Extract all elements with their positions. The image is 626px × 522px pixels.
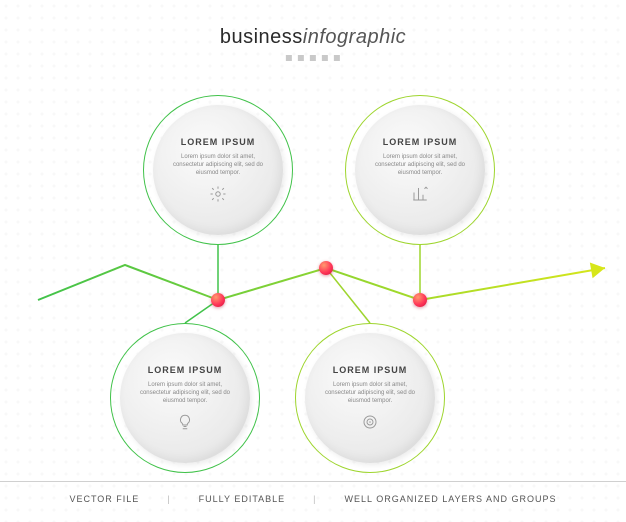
- connector-line: [326, 268, 370, 323]
- footer-separator: |: [167, 494, 170, 504]
- info-circle-inner: LOREM IPSUM Lorem ipsum dolor sit amet, c…: [305, 333, 435, 463]
- node-body: Lorem ipsum dolor sit amet, consectetur …: [367, 153, 473, 177]
- footer-item: VECTOR FILE: [69, 494, 139, 504]
- info-circle-inner: LOREM IPSUM Lorem ipsum dolor sit amet, c…: [355, 105, 485, 235]
- bulb-icon: [176, 413, 194, 431]
- gear-icon: [209, 185, 227, 203]
- footer: VECTOR FILE | FULLY EDITABLE | WELL ORGANIZE…: [0, 481, 626, 504]
- arrow-icon: [590, 263, 605, 279]
- connector-point: [211, 293, 225, 307]
- connector-point: [413, 293, 427, 307]
- footer-item: FULLY EDITABLE: [199, 494, 286, 504]
- info-circle: LOREM IPSUM Lorem ipsum dolor sit amet, c…: [110, 323, 260, 473]
- node-body: Lorem ipsum dolor sit amet, consectetur …: [132, 381, 238, 405]
- node-body: Lorem ipsum dolor sit amet, consectetur …: [317, 381, 423, 405]
- info-circle: LOREM IPSUM Lorem ipsum dolor sit amet, c…: [345, 95, 495, 245]
- node-title: LOREM IPSUM: [333, 365, 408, 375]
- info-circle-inner: LOREM IPSUM Lorem ipsum dolor sit amet, c…: [153, 105, 283, 235]
- info-circle: LOREM IPSUM Lorem ipsum dolor sit amet, c…: [143, 95, 293, 245]
- info-circle: LOREM IPSUM Lorem ipsum dolor sit amet, c…: [295, 323, 445, 473]
- node-body: Lorem ipsum dolor sit amet, consectetur …: [165, 153, 271, 177]
- infographic-stage: LOREM IPSUM Lorem ipsum dolor sit amet, c…: [0, 0, 626, 522]
- info-circle-inner: LOREM IPSUM Lorem ipsum dolor sit amet, c…: [120, 333, 250, 463]
- footer-separator: |: [313, 494, 316, 504]
- node-title: LOREM IPSUM: [383, 137, 458, 147]
- footer-item: WELL ORGANIZED LAYERS AND GROUPS: [345, 494, 557, 504]
- target-icon: [361, 413, 379, 431]
- connector-lines: [185, 245, 420, 323]
- node-title: LOREM IPSUM: [148, 365, 223, 375]
- chart-icon: [411, 185, 429, 203]
- node-title: LOREM IPSUM: [181, 137, 256, 147]
- connector-point: [319, 261, 333, 275]
